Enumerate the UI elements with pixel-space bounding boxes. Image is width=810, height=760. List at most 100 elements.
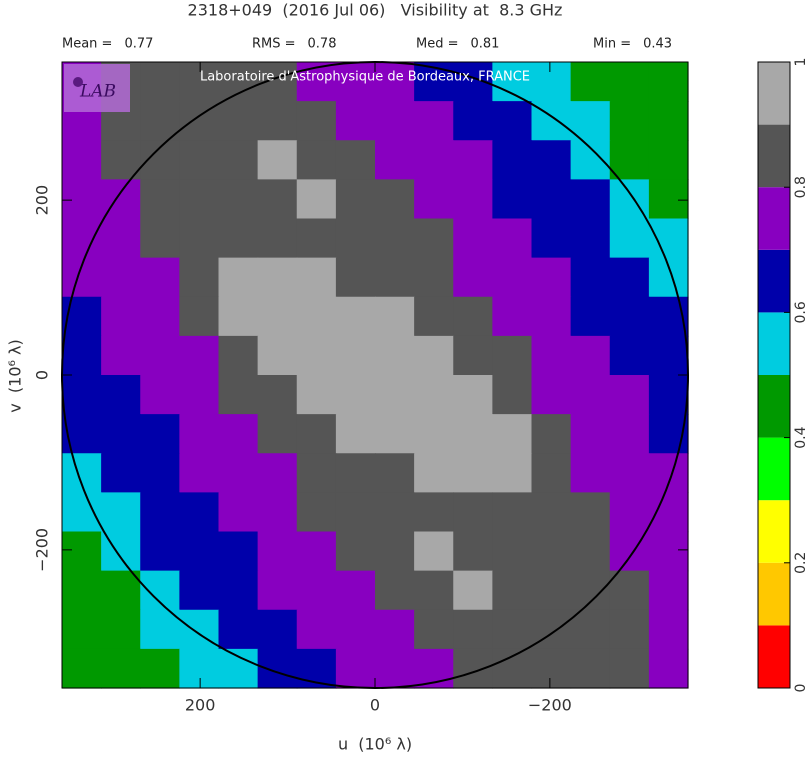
heatmap-cell [140, 531, 180, 572]
heatmap-cell [140, 609, 180, 650]
heatmap-cell [492, 453, 533, 493]
heatmap-cell [62, 335, 102, 376]
heatmap-cell [179, 335, 220, 376]
heatmap-cell [375, 531, 415, 572]
heatmap-cell [375, 101, 415, 141]
heatmap-cell [375, 257, 415, 298]
heatmap-cell [140, 492, 180, 533]
heatmap-cell [218, 218, 259, 259]
heatmap-cell [375, 140, 415, 180]
heatmap-cell [296, 257, 337, 298]
heatmap-cell [648, 101, 689, 141]
heatmap-cell [62, 648, 102, 689]
heatmap-cell [570, 648, 611, 689]
heatmap-cell [179, 531, 220, 572]
logo-text: LAB [79, 82, 116, 102]
heatmap-cell [62, 179, 102, 220]
heatmap-cell [609, 62, 650, 102]
heatmap-cell [648, 179, 689, 220]
heatmap-cell [609, 335, 650, 376]
colorbar-tick-label: 1 [793, 58, 809, 67]
heatmap-cell [453, 492, 493, 533]
heatmap-cell [531, 218, 572, 259]
stat-label: Mean = [62, 37, 112, 52]
heatmap-cell [335, 218, 376, 259]
heatmap-cell [414, 414, 454, 454]
heatmap-cell [257, 257, 298, 298]
heatmap-cell [257, 492, 298, 533]
heatmap-cell [570, 570, 611, 611]
heatmap-cell [218, 62, 259, 102]
heatmap-cell [296, 140, 337, 180]
heatmap-cell [140, 296, 180, 337]
heatmap-cell [453, 453, 493, 493]
heatmap-cell [492, 492, 533, 533]
heatmap-cell [375, 62, 415, 102]
heatmap-cell [453, 609, 493, 650]
colorbar-segment [758, 625, 790, 688]
heatmap-cell [492, 62, 533, 102]
heatmap-cell [492, 531, 533, 572]
heatmap-cell [648, 531, 689, 572]
heatmap-cell [296, 414, 337, 454]
heatmap-cell [375, 648, 415, 689]
heatmap-cell [140, 179, 180, 220]
heatmap-cell [609, 609, 650, 650]
heatmap-cell [570, 492, 611, 533]
x-axis-label: u (10⁶ λ) [338, 735, 412, 754]
heatmap-cell [414, 257, 454, 298]
heatmap-cell [62, 531, 102, 572]
colorbar-segment [758, 62, 790, 125]
heatmap-cell [296, 453, 337, 493]
heatmap-cell [492, 375, 533, 415]
heatmap-cell [492, 218, 533, 259]
heatmap-cell [531, 375, 572, 415]
heatmap-cell [531, 570, 572, 611]
colorbar-segment [758, 500, 790, 563]
heatmap-cell [414, 375, 454, 415]
heatmap-cell [335, 257, 376, 298]
heatmap-cell [62, 414, 102, 454]
heatmap-cell [648, 648, 689, 689]
stat-label: Min = [593, 37, 631, 52]
heatmap-cell [414, 570, 454, 611]
heatmap-cell [375, 453, 415, 493]
heatmap-cell [218, 531, 259, 572]
heatmap-cell [453, 296, 493, 337]
heatmap-cell [531, 296, 572, 337]
heatmap-cell [257, 375, 298, 415]
heatmap-cell [531, 414, 572, 454]
heatmap-cell [257, 335, 298, 376]
heatmap-cell [101, 296, 141, 337]
heatmap-cell [140, 62, 180, 102]
heatmap-cell [296, 375, 337, 415]
heatmap-cell [570, 101, 611, 141]
heatmap-cell [609, 648, 650, 689]
heatmap-cell [609, 414, 650, 454]
heatmap-cell [101, 140, 141, 180]
heatmap-cell [570, 296, 611, 337]
heatmap-cell [101, 335, 141, 376]
heatmap-cell [296, 335, 337, 376]
heatmap-cell [335, 453, 376, 493]
heatmap-cell [414, 453, 454, 493]
x-tick-label: 200 [185, 696, 216, 715]
x-tick-label: −200 [528, 696, 572, 715]
y-axis-label: v (10⁶ λ) [6, 339, 25, 412]
heatmap-cell [531, 335, 572, 376]
heatmap-cell [648, 257, 689, 298]
colorbar-tick-label: 0.6 [793, 301, 809, 323]
stat-value: 0.81 [471, 37, 500, 52]
heatmap-cell [296, 101, 337, 141]
heatmap-cell [414, 335, 454, 376]
heatmap-cell [101, 570, 141, 611]
heatmap-cell [335, 570, 376, 611]
heatmap-cell [140, 218, 180, 259]
heatmap-cell [609, 492, 650, 533]
heatmap-cell [531, 492, 572, 533]
colorbar-tick-label: 0 [793, 684, 809, 693]
heatmap-cell [179, 257, 220, 298]
heatmap-cell [414, 296, 454, 337]
heatmap-cell [257, 609, 298, 650]
